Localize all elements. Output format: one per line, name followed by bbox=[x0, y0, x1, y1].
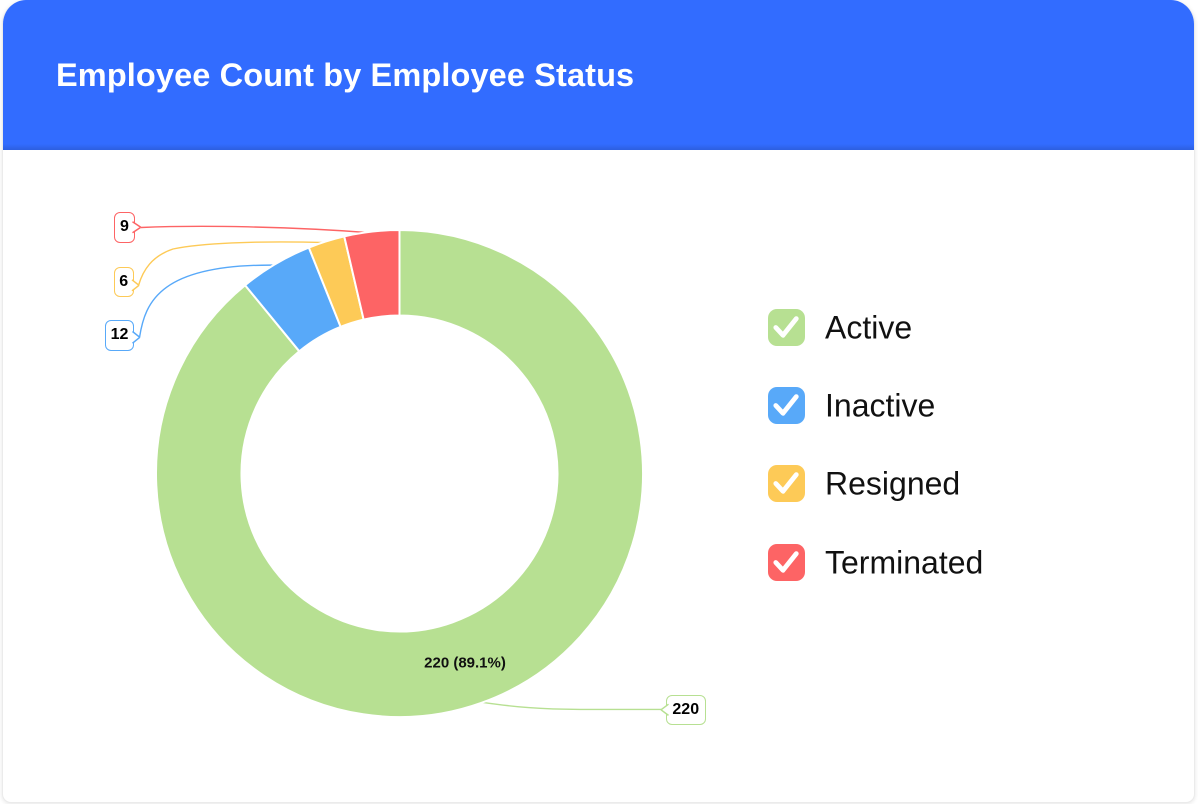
svg-text:220 (89.1%): 220 (89.1%) bbox=[424, 655, 506, 672]
